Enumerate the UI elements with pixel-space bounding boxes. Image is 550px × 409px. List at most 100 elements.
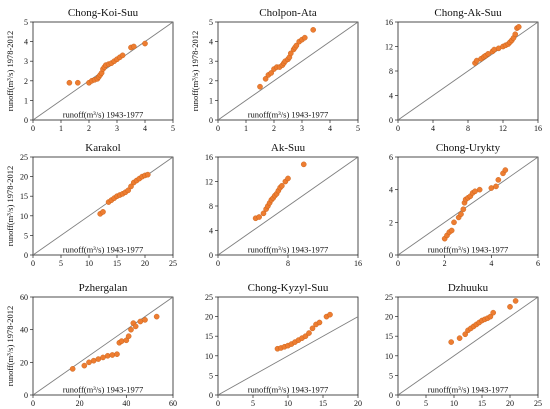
x-axis-label: runoff(m³/s) 1943-1977 <box>248 385 329 395</box>
x-tick-label: 5 <box>59 259 63 268</box>
data-point <box>515 24 522 30</box>
data-point <box>448 339 455 345</box>
y-axis-label: runoff(m³/s) 1978-2012 <box>5 31 15 112</box>
y-tick-label: 0 <box>389 391 393 400</box>
reference-line <box>217 156 359 256</box>
y-tick-label: 0 <box>389 116 393 125</box>
x-axis-label: runoff(m³/s) 1943-1977 <box>63 245 144 255</box>
data-point <box>137 318 144 325</box>
x-tick-label: 4 <box>431 124 435 133</box>
data-point <box>456 335 463 341</box>
y-tick-label: 3 <box>209 57 213 66</box>
data-point <box>100 209 106 215</box>
plot-frame <box>32 296 174 396</box>
data-point <box>507 303 513 310</box>
x-tick-label: 1 <box>244 124 248 133</box>
data-point <box>306 330 312 336</box>
data-point <box>488 185 495 191</box>
data-point <box>460 206 467 213</box>
data-point <box>66 79 73 86</box>
y-tick-label: 3 <box>24 57 28 66</box>
data-point <box>279 182 285 189</box>
y-tick-label: 20 <box>20 358 28 367</box>
x-tick-label: 20 <box>506 399 514 408</box>
x-tick-label: 60 <box>169 399 177 408</box>
x-tick-label: 1 <box>59 124 63 133</box>
x-tick-label: 0 <box>31 259 35 268</box>
y-tick-label: 4 <box>24 38 28 47</box>
plot-frame <box>397 156 539 256</box>
x-tick-label: 25 <box>169 259 177 268</box>
data-point <box>100 354 106 361</box>
x-tick-label: 20 <box>141 259 149 268</box>
y-tick-label: 16 <box>205 153 213 162</box>
data-point <box>90 357 97 364</box>
data-point <box>287 50 294 57</box>
data-point <box>327 311 333 318</box>
chart-title: Dzhuuku <box>448 282 489 294</box>
x-tick-label: 6 <box>536 259 540 268</box>
chart-title: Karakol <box>85 142 120 154</box>
data-point <box>310 27 317 33</box>
x-tick-label: 0 <box>216 399 220 408</box>
data-point <box>86 359 92 366</box>
data-point <box>257 83 263 90</box>
x-tick-label: 16 <box>534 124 542 133</box>
data-point <box>262 76 269 82</box>
y-tick-label: 12 <box>205 178 213 187</box>
y-tick-label: 16 <box>385 18 393 27</box>
data-point <box>458 211 464 217</box>
x-tick-label: 4 <box>489 259 493 268</box>
x-axis-label: runoff(m³/s) 1943-1977 <box>63 110 144 120</box>
x-tick-label: 0 <box>216 124 220 133</box>
reference-line <box>217 21 359 121</box>
plot-frame <box>32 156 174 256</box>
x-tick-label: 0 <box>396 124 400 133</box>
x-tick-label: 2 <box>87 124 91 133</box>
reference-line <box>217 316 359 396</box>
data-point <box>125 187 131 194</box>
plot-frame <box>32 21 174 121</box>
data-point <box>293 42 300 49</box>
x-tick-label: 4 <box>328 124 332 133</box>
x-tick-label: 25 <box>534 399 542 408</box>
data-point <box>104 352 111 359</box>
x-tick-label: 5 <box>424 399 428 408</box>
reference-line <box>397 156 539 256</box>
x-tick-label: 12 <box>499 124 507 133</box>
data-point <box>142 40 148 47</box>
x-axis-label: runoff(m³/s) 1943-1977 <box>428 245 509 255</box>
data-point <box>153 313 160 320</box>
y-tick-label: 60 <box>20 293 28 302</box>
chart-panel: 0 5 10 15 20 25 0 5 10 15 20 25 Dzhuuku runoff(m³/s) … <box>385 282 542 408</box>
data-point <box>256 214 262 220</box>
data-point <box>476 186 483 193</box>
x-tick-label: 2 <box>272 124 276 133</box>
data-point <box>495 177 502 183</box>
x-axis-label: runoff(m³/s) 1943-1977 <box>428 385 509 395</box>
y-tick-label: 12 <box>385 43 393 52</box>
data-point <box>316 319 323 326</box>
data-point <box>487 313 494 320</box>
y-tick-label: 8 <box>209 202 213 211</box>
y-tick-label: 5 <box>209 18 213 27</box>
chart-panel: 0 1 2 3 4 5 0 1 2 3 4 5 Chong-Koi-Suu runoff(m³/s) 19… <box>5 7 175 133</box>
x-tick-label: 10 <box>284 399 292 408</box>
data-point <box>300 161 307 168</box>
y-tick-label: 5 <box>24 231 28 240</box>
y-tick-label: 25 <box>205 293 213 302</box>
data-point <box>309 325 316 332</box>
x-tick-label: 3 <box>300 124 304 133</box>
x-axis-label: runoff(m³/s) 1943-1977 <box>63 385 144 395</box>
data-point <box>285 175 291 182</box>
data-point <box>128 326 134 333</box>
y-tick-label: 0 <box>24 116 28 125</box>
y-tick-label: 6 <box>389 153 393 162</box>
chart-title: Chong-Urykty <box>436 142 501 154</box>
x-tick-label: 0 <box>31 399 35 408</box>
x-tick-label: 10 <box>450 399 458 408</box>
plot-frame <box>217 21 359 121</box>
x-tick-label: 10 <box>85 259 93 268</box>
reference-line <box>32 156 174 256</box>
y-tick-label: 5 <box>389 371 393 380</box>
